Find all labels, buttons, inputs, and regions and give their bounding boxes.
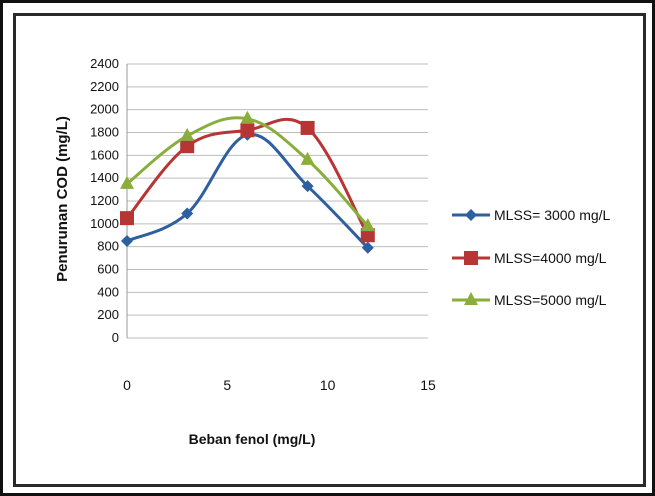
data-point	[180, 127, 195, 141]
y-tick-label: 0	[112, 330, 119, 345]
y-tick-label: 200	[97, 307, 119, 322]
legend-label: MLSS=4000 mg/L	[494, 250, 607, 266]
y-tick-label: 2000	[90, 102, 119, 117]
data-point	[120, 211, 134, 226]
data-point	[301, 180, 314, 193]
y-tick-label: 1800	[90, 125, 119, 140]
legend-marker	[464, 251, 478, 265]
data-point	[181, 207, 194, 220]
data-point	[300, 151, 315, 165]
y-tick-label: 400	[97, 284, 119, 299]
y-tick-label: 600	[97, 262, 119, 277]
y-tick-label: 2200	[90, 79, 119, 94]
data-point	[361, 241, 374, 254]
y-tick-label: 1000	[90, 216, 119, 231]
data-point	[300, 120, 315, 135]
x-tick-label: 0	[123, 377, 131, 393]
x-tick-label: 5	[223, 377, 231, 393]
y-tick-label: 800	[97, 239, 119, 254]
data-point	[121, 234, 133, 247]
data-point	[120, 175, 134, 189]
y-tick-label: 1600	[90, 147, 119, 162]
legend-marker	[465, 209, 477, 221]
legend-label: MLSS=5000 mg/L	[494, 292, 607, 308]
y-axis-label: Penurunan COD (mg/L)	[54, 116, 71, 282]
y-tick-label: 1400	[90, 170, 119, 185]
legend-label: MLSS= 3000 mg/L	[494, 207, 611, 223]
legend-marker	[464, 292, 478, 305]
data-point	[240, 123, 255, 138]
y-tick-label: 2400	[90, 56, 119, 71]
data-point	[180, 139, 195, 154]
x-tick-label: 15	[420, 377, 436, 393]
data-point	[240, 110, 255, 124]
x-tick-label: 10	[320, 377, 336, 393]
chart-area	[13, 13, 646, 487]
y-tick-label: 1200	[90, 193, 119, 208]
data-point	[360, 218, 375, 232]
data-point	[360, 228, 375, 243]
x-axis-label: Beban fenol (mg/L)	[189, 431, 316, 447]
